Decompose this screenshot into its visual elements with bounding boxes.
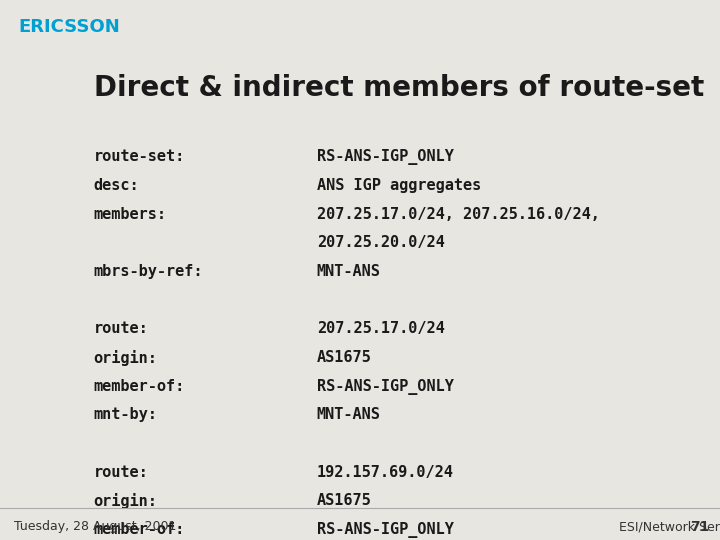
Text: RS-ANS-IGP_ONLY: RS-ANS-IGP_ONLY xyxy=(317,379,454,395)
Text: AS1675: AS1675 xyxy=(317,494,372,508)
Text: 207.25.17.0/24, 207.25.16.0/24,: 207.25.17.0/24, 207.25.16.0/24, xyxy=(317,207,600,221)
Text: RS-ANS-IGP_ONLY: RS-ANS-IGP_ONLY xyxy=(317,522,454,538)
Text: origin:: origin: xyxy=(94,494,158,509)
Text: origin:: origin: xyxy=(94,350,158,366)
Text: ESI/Network Services Solutions: ESI/Network Services Solutions xyxy=(619,520,720,534)
Text: MNT-ANS: MNT-ANS xyxy=(317,264,381,279)
Text: route:: route: xyxy=(94,465,148,480)
Text: ERICSSON: ERICSSON xyxy=(18,18,120,36)
Text: MNT-ANS: MNT-ANS xyxy=(317,407,381,422)
Text: Tuesday, 28 August, 2001: Tuesday, 28 August, 2001 xyxy=(14,520,177,534)
Text: 71: 71 xyxy=(690,520,709,534)
Text: mnt-by:: mnt-by: xyxy=(94,407,158,422)
Text: mbrs-by-ref:: mbrs-by-ref: xyxy=(94,264,203,279)
Text: route-set:: route-set: xyxy=(94,149,185,164)
Text: desc:: desc: xyxy=(94,178,139,193)
Text: member-of:: member-of: xyxy=(94,522,185,537)
Text: RS-ANS-IGP_ONLY: RS-ANS-IGP_ONLY xyxy=(317,149,454,165)
Text: ANS IGP aggregates: ANS IGP aggregates xyxy=(317,178,481,193)
Text: 207.25.20.0/24: 207.25.20.0/24 xyxy=(317,235,444,250)
Text: members:: members: xyxy=(94,207,166,221)
Text: 207.25.17.0/24: 207.25.17.0/24 xyxy=(317,321,444,336)
Text: member-of:: member-of: xyxy=(94,379,185,394)
Text: Direct & indirect members of route-set: Direct & indirect members of route-set xyxy=(94,75,704,102)
Text: AS1675: AS1675 xyxy=(317,350,372,365)
Text: 192.157.69.0/24: 192.157.69.0/24 xyxy=(317,465,454,480)
Text: route:: route: xyxy=(94,321,148,336)
